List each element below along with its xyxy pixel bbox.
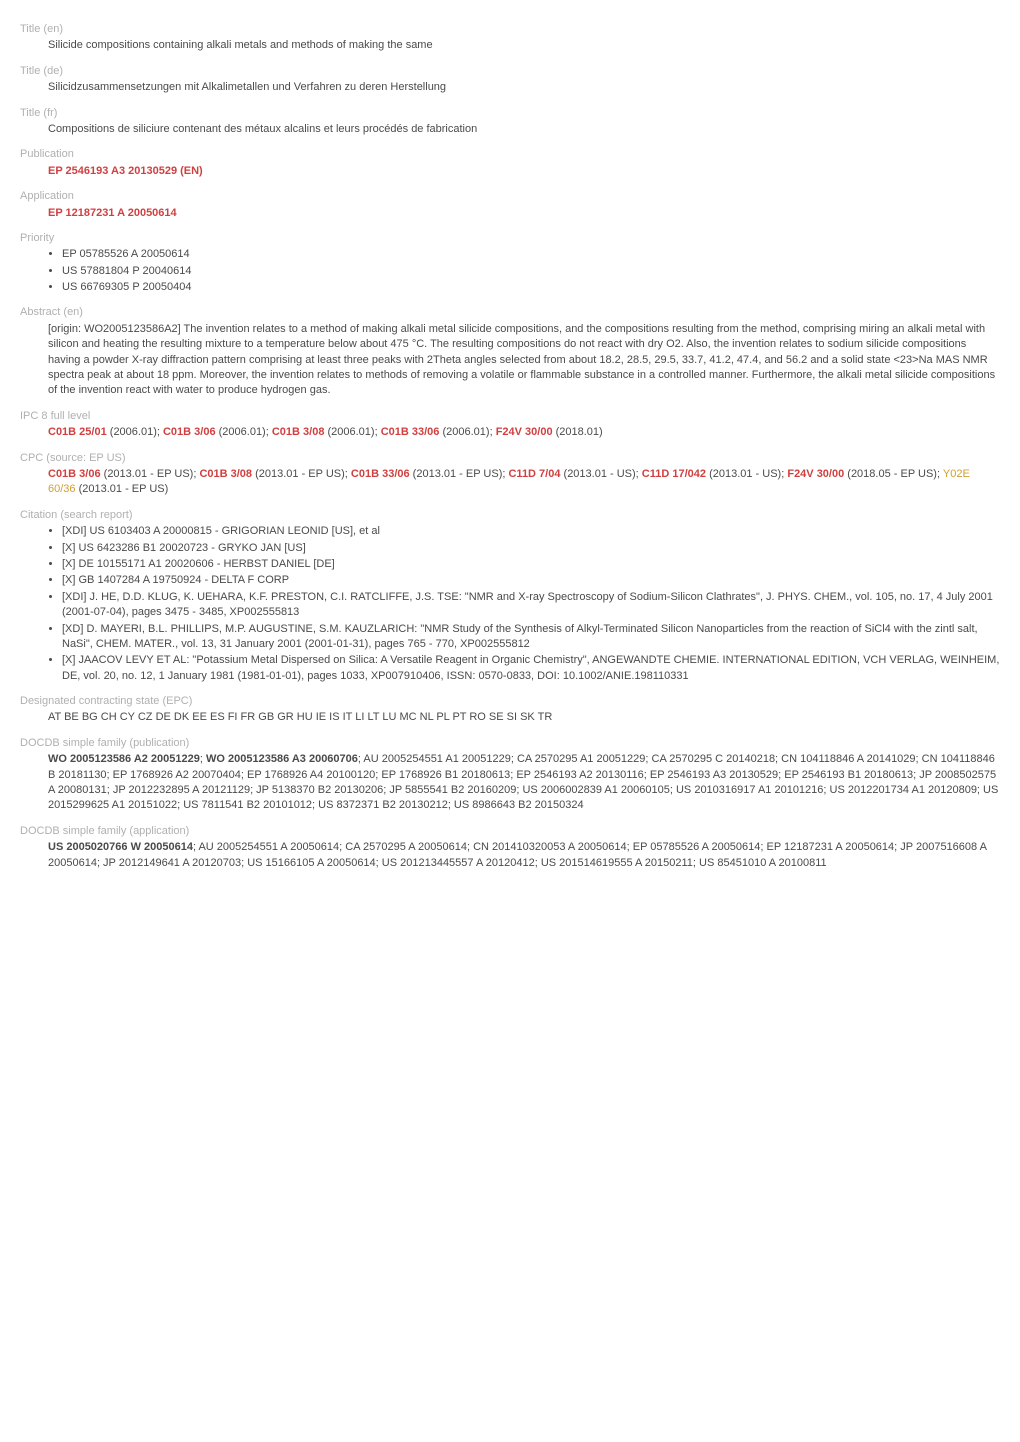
application-label: Application bbox=[20, 189, 1000, 204]
ipc-code[interactable]: C01B 33/06 bbox=[381, 426, 440, 438]
cpc-code[interactable]: C01B 3/08 bbox=[199, 468, 252, 480]
priority-item: US 66769305 P 20050404 bbox=[62, 280, 1000, 295]
docdb-pub-bold: WO 2005123586 A2 20051229 bbox=[48, 753, 200, 765]
priority-item: US 57881804 P 20040614 bbox=[62, 264, 1000, 279]
cpc-ver: (2013.01 - EP US); bbox=[410, 468, 509, 480]
ipc-ver: (2018.01) bbox=[553, 426, 603, 438]
publication-label: Publication bbox=[20, 147, 1000, 162]
cpc-code[interactable]: F24V 30/00 bbox=[787, 468, 844, 480]
designated-label: Designated contracting state (EPC) bbox=[20, 694, 1000, 709]
cpc-ver: (2013.01 - US); bbox=[706, 468, 787, 480]
ipc-ver: (2006.01); bbox=[324, 426, 380, 438]
cpc-ver: (2018.05 - EP US); bbox=[844, 468, 943, 480]
citation-item: [XD] D. MAYERI, B.L. PHILLIPS, M.P. AUGU… bbox=[62, 622, 1000, 653]
cpc-body: C01B 3/06 (2013.01 - EP US); C01B 3/08 (… bbox=[48, 467, 1000, 498]
ipc-code[interactable]: C01B 3/06 bbox=[163, 426, 216, 438]
ipc8-body: C01B 25/01 (2006.01); C01B 3/06 (2006.01… bbox=[48, 425, 1000, 440]
cpc-code[interactable]: C11D 7/04 bbox=[508, 468, 560, 480]
priority-item: EP 05785526 A 20050614 bbox=[62, 247, 1000, 262]
docdb-app-body: US 2005020766 W 20050614; AU 2005254551 … bbox=[48, 840, 1000, 871]
ipc-ver: (2006.01); bbox=[216, 426, 272, 438]
designated-text: AT BE BG CH CY CZ DE DK EE ES FI FR GB G… bbox=[48, 710, 1000, 725]
title-de-text: Silicidzusammensetzungen mit Alkalimetal… bbox=[48, 80, 1000, 95]
docdb-pub-label: DOCDB simple family (publication) bbox=[20, 736, 1000, 751]
citation-item: [X] DE 10155171 A1 20020606 - HERBST DAN… bbox=[62, 557, 1000, 572]
citation-item: [X] GB 1407284 A 19750924 - DELTA F CORP bbox=[62, 573, 1000, 588]
cpc-ver: (2013.01 - US); bbox=[560, 468, 641, 480]
citation-item: [X] JAACOV LEVY ET AL: "Potassium Metal … bbox=[62, 653, 1000, 684]
abstract-label: Abstract (en) bbox=[20, 305, 1000, 320]
docdb-pub-bold2: WO 2005123586 A3 20060706 bbox=[206, 753, 358, 765]
docdb-app-bold: US 2005020766 W 20050614 bbox=[48, 841, 193, 853]
cpc-ver: (2013.01 - EP US); bbox=[101, 468, 200, 480]
application-link[interactable]: EP 12187231 A 20050614 bbox=[48, 207, 177, 219]
ipc-code[interactable]: C01B 25/01 bbox=[48, 426, 107, 438]
title-fr-label: Title (fr) bbox=[20, 106, 1000, 121]
ipc-code[interactable]: F24V 30/00 bbox=[496, 426, 553, 438]
ipc-code[interactable]: C01B 3/08 bbox=[272, 426, 325, 438]
docdb-pub-body: WO 2005123586 A2 20051229; WO 2005123586… bbox=[48, 752, 1000, 814]
citation-item: [X] US 6423286 B1 20020723 - GRYKO JAN [… bbox=[62, 541, 1000, 556]
citation-list: [XDI] US 6103403 A 20000815 - GRIGORIAN … bbox=[48, 524, 1000, 684]
cpc-ver: (2013.01 - EP US) bbox=[76, 483, 169, 495]
cpc-code[interactable]: C01B 33/06 bbox=[351, 468, 410, 480]
title-fr-text: Compositions de siliciure contenant des … bbox=[48, 122, 1000, 137]
publication-link[interactable]: EP 2546193 A3 20130529 (EN) bbox=[48, 165, 203, 177]
cpc-code[interactable]: C01B 3/06 bbox=[48, 468, 101, 480]
priority-label: Priority bbox=[20, 231, 1000, 246]
ipc-ver: (2006.01); bbox=[439, 426, 495, 438]
ipc8-label: IPC 8 full level bbox=[20, 409, 1000, 424]
abstract-text: [origin: WO2005123586A2] The invention r… bbox=[48, 322, 1000, 399]
citation-label: Citation (search report) bbox=[20, 508, 1000, 523]
title-en-text: Silicide compositions containing alkali … bbox=[48, 38, 1000, 53]
citation-item: [XDI] US 6103403 A 20000815 - GRIGORIAN … bbox=[62, 524, 1000, 539]
ipc-ver: (2006.01); bbox=[107, 426, 163, 438]
citation-item: [XDI] J. HE, D.D. KLUG, K. UEHARA, K.F. … bbox=[62, 590, 1000, 621]
cpc-ver: (2013.01 - EP US); bbox=[252, 468, 351, 480]
title-de-label: Title (de) bbox=[20, 64, 1000, 79]
title-en-label: Title (en) bbox=[20, 22, 1000, 37]
docdb-app-label: DOCDB simple family (application) bbox=[20, 824, 1000, 839]
priority-list: EP 05785526 A 20050614 US 57881804 P 200… bbox=[48, 247, 1000, 295]
cpc-label: CPC (source: EP US) bbox=[20, 451, 1000, 466]
cpc-code[interactable]: C11D 17/042 bbox=[642, 468, 706, 480]
